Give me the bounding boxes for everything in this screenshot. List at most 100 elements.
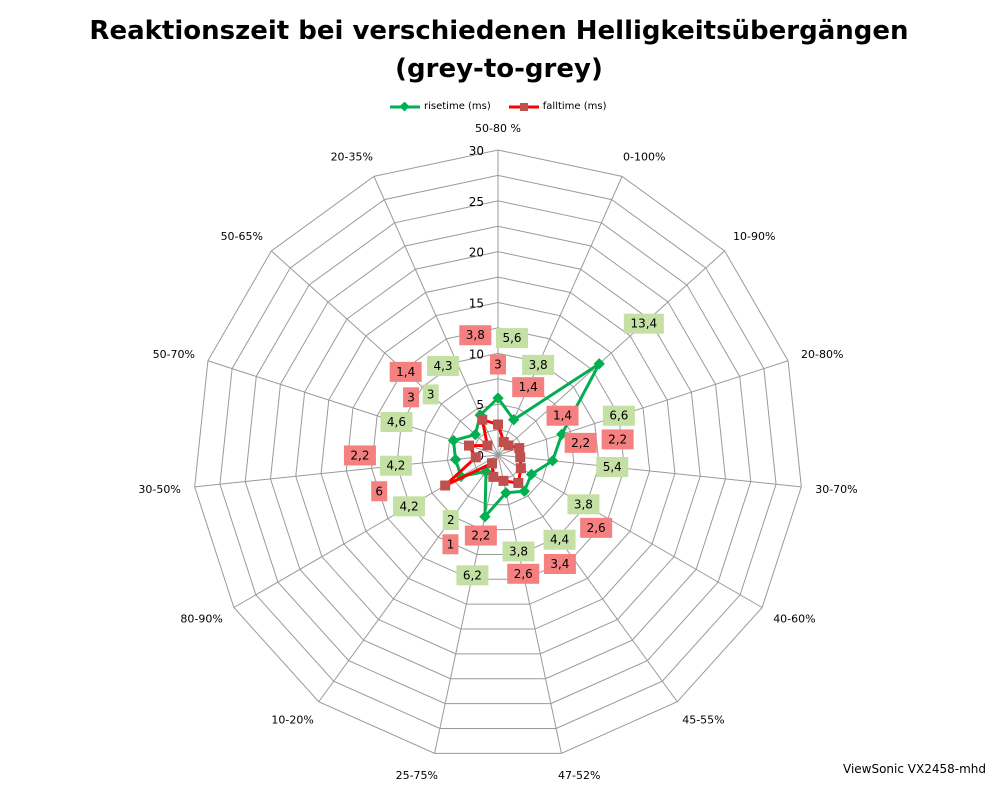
risetime-marker [500,487,512,499]
risetime-data-label: 3 [427,387,435,401]
falltime-label-bg [459,325,492,346]
axis-spoke [271,250,499,456]
category-label: 0-100% [623,150,665,163]
risetime-label-bg [422,384,439,405]
axis-tick-label: 5 [476,398,484,412]
risetime-data-label: 3,8 [574,497,593,511]
grid-ring [371,327,625,580]
grid-ring [219,174,777,729]
risetime-marker [593,358,605,370]
falltime-marker [463,440,474,451]
category-label: 25-75% [396,769,438,782]
axis-spoke [373,176,499,456]
grid-ring [345,301,651,605]
falltime-marker [487,458,498,469]
axis-tick-label: 20 [469,246,484,260]
falltime-label-bg [512,377,545,398]
legend: risetime (ms) falltime (ms) [390,101,607,112]
axis-spoke [497,454,802,488]
falltime-data-label: 1,4 [396,365,415,379]
category-label: 40-60% [773,613,815,626]
risetime-data-label: 3,8 [529,358,548,372]
risetime-label-bg [427,355,460,376]
risetime-marker [518,485,530,497]
falltime-data-label: 1 [447,537,455,551]
risetime-label-bg [502,541,535,562]
axis-spoke [497,454,562,754]
grid-ring [244,200,752,705]
legend-label-risetime: risetime (ms) [424,101,491,112]
falltime-marker [470,452,481,463]
risetime-data-label: 5,6 [502,331,521,345]
category-label: 50-65% [221,230,263,243]
risetime-marker [508,414,520,426]
category-label: 50-70% [153,348,195,361]
category-label: 45-55% [682,714,724,727]
falltime-marker [498,475,509,486]
risetime-label-bg [442,509,459,530]
risetime-label-bg [596,457,629,478]
falltime-data-label: 3,8 [466,328,485,342]
chart-title-line2: (grey-to-grey) [395,54,603,84]
axis-tick-label: 30 [469,144,484,158]
falltime-data-label: 2,2 [571,436,590,450]
footer-text: ViewSonic VX2458-mhd [843,762,986,776]
risetime-marker [546,455,559,467]
falltime-label-bg [564,432,597,453]
risetime-label-bg [623,313,664,334]
falltime-label-bg [464,525,497,546]
axis-tick-label: 25 [469,195,484,209]
falltime-label-bg [580,517,613,538]
axis-spoke [497,360,789,456]
risetime-marker [449,453,462,466]
falltime-label-bg [490,354,506,375]
risetime-label-bg [393,496,426,517]
falltime-marker [515,452,526,463]
falltime-data-label: 2,2 [608,432,627,446]
falltime-label-bg [442,534,459,555]
grid-ring [446,403,550,506]
chart-title-line1: Reaktionszeit bei verschiedenen Helligke… [89,16,909,46]
risetime-label-bg [379,455,412,476]
falltime-data-label: 1,4 [519,380,538,394]
risetime-label-bg [456,565,489,586]
series-line-risetime [452,362,601,519]
falltime-label-bg [343,445,376,466]
risetime-data-label: 13,4 [630,317,657,331]
risetime-data-label: 3,8 [509,544,528,558]
grid-ring [320,276,676,630]
falltime-label-bg [543,554,576,575]
chart-title: Reaktionszeit bei verschiedenen Helligke… [0,12,998,88]
falltime-marker [513,477,524,488]
category-label: 10-90% [733,230,775,243]
falltime-data-label: 2,6 [514,567,533,581]
risetime-data-label: 4,4 [550,533,569,547]
falltime-label-bg [546,405,579,426]
axis-spoke [497,454,678,703]
falltime-data-label: 3 [407,390,415,404]
legend-marker-falltime [508,102,539,111]
risetime-data-label: 4,3 [433,359,452,373]
risetime-data-label: 4,2 [400,499,419,513]
risetime-label-bg [567,494,600,515]
category-label: 30-70% [815,483,857,496]
falltime-data-label: 2,6 [587,521,606,535]
risetime-data-label: 5,4 [603,460,622,474]
category-label: 20-80% [801,348,843,361]
risetime-label-bg [543,529,576,550]
category-label: 50-80 % [475,122,521,135]
risetime-marker [469,428,481,441]
grid-ring [269,225,727,680]
category-label: 80-90% [180,613,222,626]
legend-label-falltime: falltime (ms) [542,101,607,112]
axis-spoke [194,454,499,488]
axis-spoke [434,454,499,754]
risetime-label-bg [380,412,413,433]
risetime-data-label: 6,6 [609,409,628,423]
falltime-data-label: 3 [494,358,502,372]
axis-spoke [318,454,499,703]
legend-marker-risetime [390,101,420,111]
risetime-label-bg [602,405,635,426]
category-label: 10-20% [271,714,313,727]
